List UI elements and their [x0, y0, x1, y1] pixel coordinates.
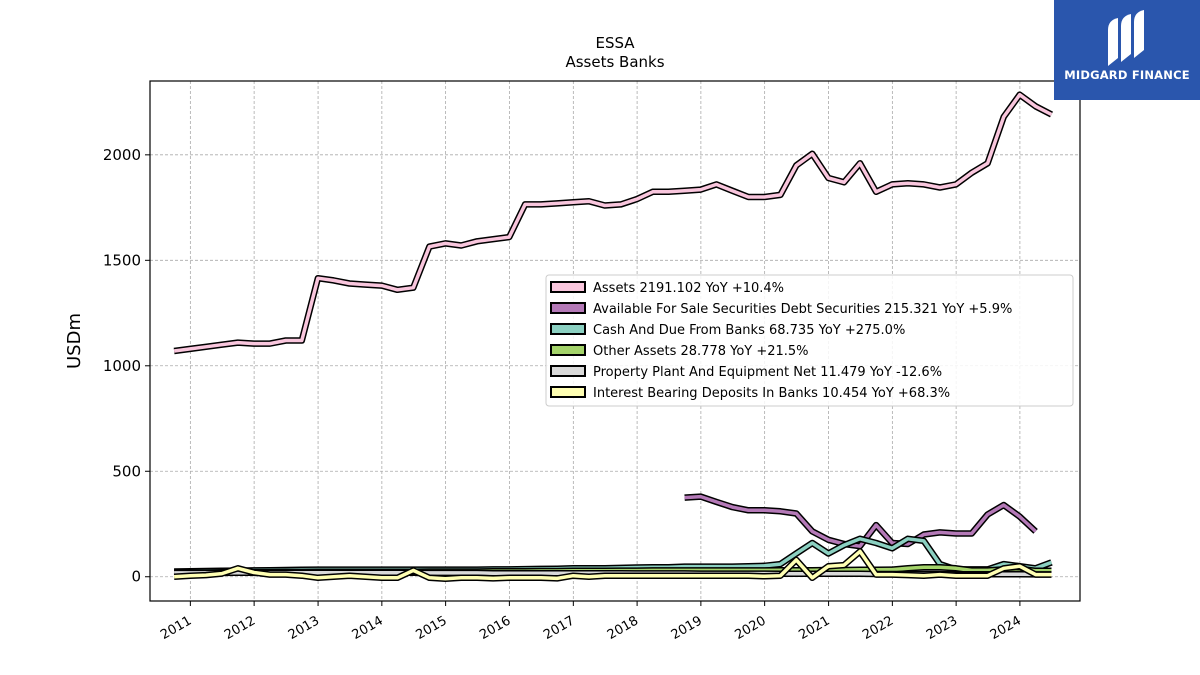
- x-tick-label: 2023: [924, 613, 960, 643]
- legend-entry: Other Assets 28.778 YoY +21.5%: [593, 344, 809, 359]
- x-tick-label: 2013: [286, 613, 322, 643]
- midgard-finance-logo: MIDGARD FINANCE: [1054, 0, 1200, 100]
- x-tick-label: 2014: [350, 613, 386, 643]
- y-tick-label: 2000: [103, 146, 141, 164]
- legend-swatch: [550, 281, 586, 293]
- series-line-1: [684, 493, 1038, 550]
- x-tick-label: 2020: [732, 613, 768, 643]
- x-tick-label: 2016: [477, 613, 513, 643]
- series-lines: [173, 91, 1053, 583]
- y-axis-label: USDm: [64, 313, 85, 369]
- legend-swatch: [550, 323, 586, 335]
- series-line-0: [173, 91, 1053, 355]
- plot-frame: [149, 80, 1081, 602]
- x-tick-label: 2012: [222, 613, 258, 643]
- x-tick-label: 2024: [988, 613, 1024, 643]
- chart-subtitle: Assets Banks: [565, 53, 664, 71]
- y-tick-label: 0: [131, 568, 141, 586]
- legend-entry: Assets 2191.102 YoY +10.4%: [593, 281, 784, 296]
- logo-text: MIDGARD FINANCE: [1064, 68, 1190, 82]
- legend: Assets 2191.102 YoY +10.4% Available For …: [545, 274, 1074, 407]
- x-tick-label: 2018: [605, 613, 641, 643]
- legend-entry: Cash And Due From Banks 68.735 YoY +275.…: [593, 323, 905, 338]
- y-tick-label: 1500: [103, 251, 141, 269]
- x-tick-label: 2022: [860, 613, 896, 643]
- x-tick-label: 2015: [413, 613, 449, 643]
- x-axis-ticks: 2011 2012 2013 2014 2015 2016 2017 2018 2019 2020…: [158, 601, 1024, 643]
- legend-entry: Interest Bearing Deposits In Banks 10.45…: [593, 386, 950, 401]
- logo-mark-icon: [1108, 10, 1144, 66]
- legend-swatch: [550, 302, 586, 314]
- legend-entry: Property Plant And Equipment Net 11.479 …: [593, 365, 942, 380]
- chart-title: ESSA: [595, 34, 635, 52]
- legend-swatch: [550, 344, 586, 356]
- legend-swatch: [550, 365, 586, 377]
- y-axis-ticks: 0 500 1000 1500 2000: [103, 146, 150, 586]
- y-tick-label: 1000: [103, 357, 141, 375]
- x-tick-label: 2019: [669, 613, 705, 643]
- x-tick-label: 2011: [158, 613, 194, 643]
- x-tick-label: 2021: [796, 613, 832, 643]
- y-tick-label: 500: [112, 462, 141, 480]
- legend-entry: Available For Sale Securities Debt Secur…: [593, 302, 1012, 317]
- series-line-5: [173, 548, 1052, 583]
- x-tick-label: 2017: [541, 613, 577, 643]
- legend-swatch: [550, 386, 586, 398]
